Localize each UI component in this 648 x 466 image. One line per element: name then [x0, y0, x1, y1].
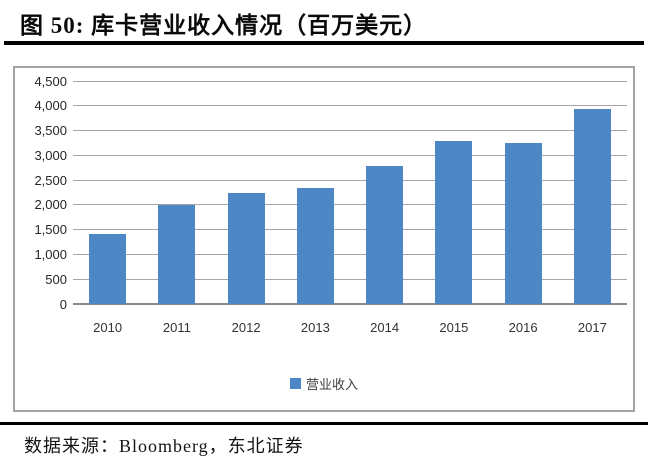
y-axis-tick-label: 1,500 [34, 222, 67, 238]
y-axis-tick-label: 4,000 [34, 98, 67, 114]
y-axis-tick-label: 500 [45, 271, 67, 287]
gridline-500 [73, 278, 627, 280]
y-axis-tick-label: 3,000 [34, 147, 67, 163]
x-axis-tick-label-2016: 2016 [508, 320, 538, 335]
chart-frame: 营业收入 0 500 1,000 1,500 2,000 2,500 3,000 3,500 4… [13, 66, 635, 412]
gridline-2500 [73, 179, 627, 181]
y-axis-tick-label: 3,500 [34, 123, 67, 139]
data-source: 数据来源：Bloomberg，东北证券 [24, 436, 304, 456]
legend-swatch-icon [289, 378, 301, 389]
x-axis-tick-label-2010: 2010 [93, 320, 123, 335]
gridline-1500 [73, 229, 627, 231]
y-axis-tick-label: 4,500 [34, 73, 67, 89]
bar-2017 [573, 109, 611, 304]
x-axis-tick-label-2013: 2013 [300, 320, 330, 335]
gridline-1000 [73, 253, 627, 255]
y-axis-tick-label: 2,000 [34, 197, 67, 213]
title-divider [4, 41, 644, 45]
bar-2010 [89, 233, 127, 304]
x-axis-tick-label-2011: 2011 [162, 320, 191, 335]
legend-series-label: 营业收入 [305, 377, 358, 392]
bar-2015 [435, 140, 473, 304]
x-axis-tick-label-2014: 2014 [370, 320, 400, 335]
y-axis-tick-label: 1,000 [34, 246, 67, 262]
bar-2013 [296, 187, 334, 304]
x-axis-tick-label-2012: 2012 [231, 320, 261, 335]
x-axis-tick-label-2015: 2015 [439, 320, 469, 335]
bar-2012 [227, 193, 265, 304]
gridline-4500 [73, 80, 627, 82]
gridline-4000 [73, 105, 627, 107]
bar-2014 [366, 166, 404, 304]
y-axis-tick-label: 0 [59, 296, 67, 312]
bar-2011 [158, 204, 196, 304]
chart-legend: 营业收入 [15, 374, 633, 393]
figure-title: 图 50: 库卡营业收入情况（百万美元） [20, 13, 428, 38]
footer-divider [0, 422, 648, 425]
gridline-3000 [73, 154, 627, 156]
gridline-3500 [73, 130, 627, 132]
bar-2016 [504, 142, 542, 304]
gridline-2000 [73, 204, 627, 206]
x-axis-tick-label-2017: 2017 [577, 320, 607, 335]
y-axis-tick-label: 2,500 [34, 172, 67, 188]
gridline-0 [73, 303, 627, 305]
